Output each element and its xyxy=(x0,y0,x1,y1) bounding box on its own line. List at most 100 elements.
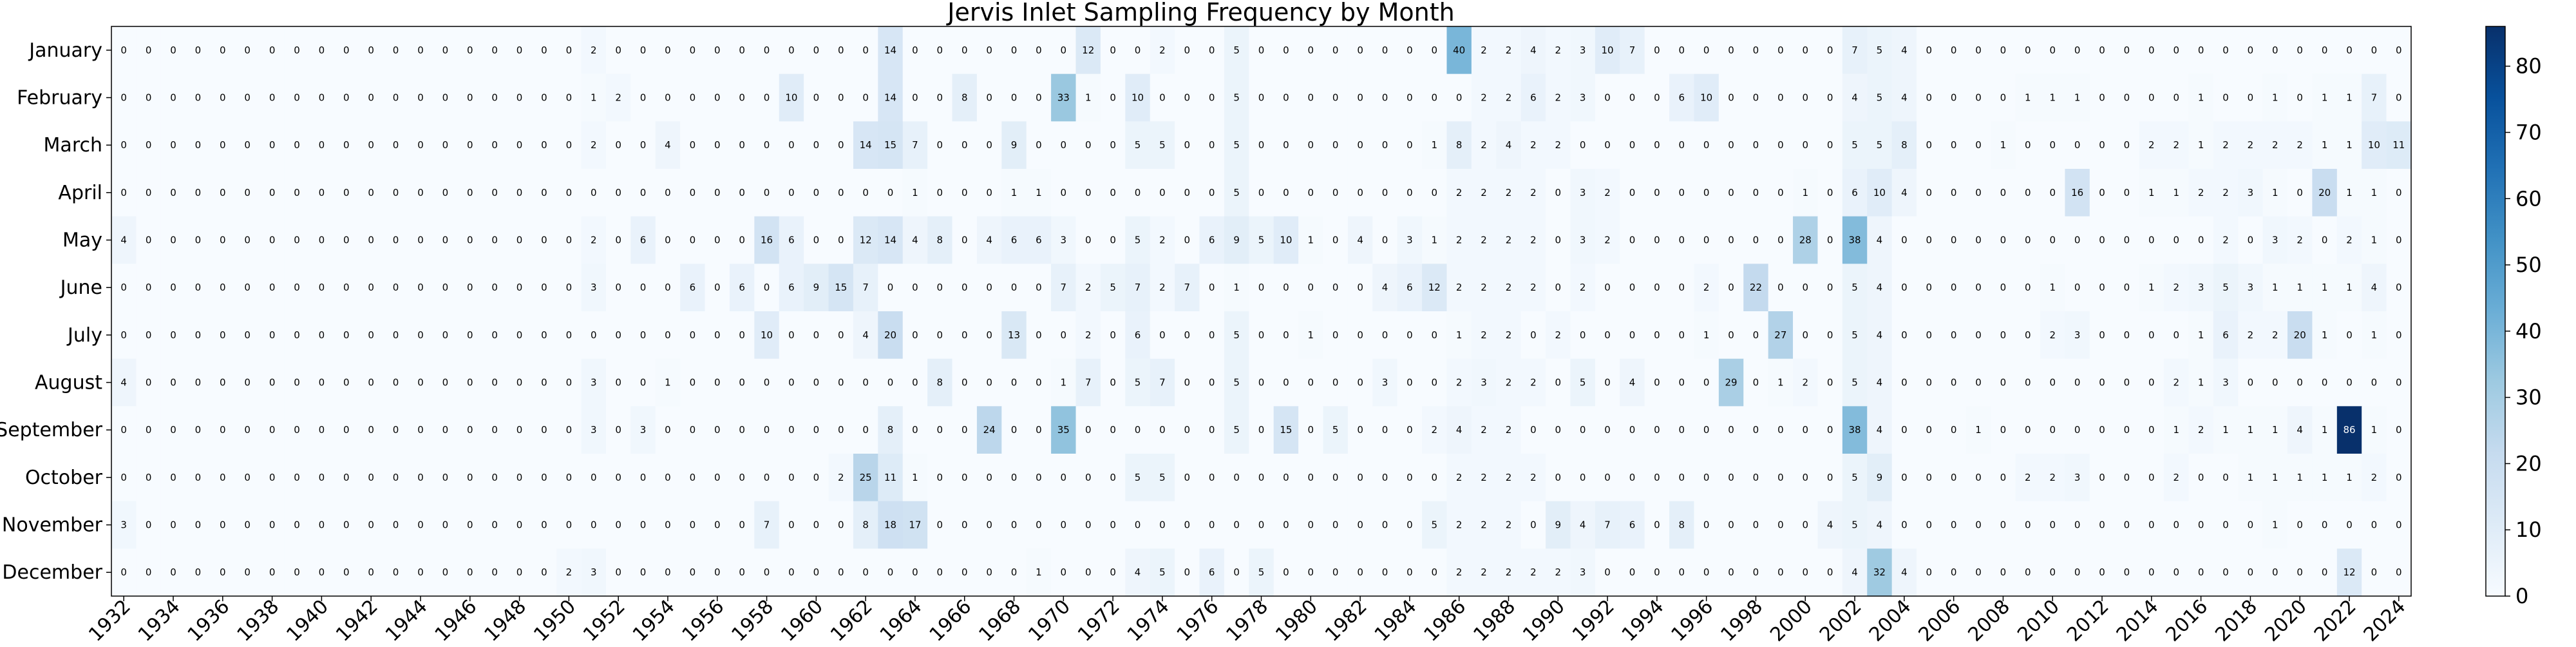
cell-value-label: 0 xyxy=(690,139,696,151)
heatmap-cell xyxy=(976,169,1002,217)
cell-value-label: 0 xyxy=(195,377,202,389)
cell-value-label: 0 xyxy=(2198,566,2204,578)
cell-value-label: 0 xyxy=(1184,139,1191,151)
heatmap-cell xyxy=(1991,406,2016,454)
cell-value-label: 8 xyxy=(937,235,943,246)
heatmap-cell xyxy=(1917,264,1942,312)
cell-value-label: 0 xyxy=(1283,92,1289,104)
x-tick-label: 1990 xyxy=(1519,595,1569,644)
heatmap-cell xyxy=(1001,169,1027,217)
cell-value-label: 0 xyxy=(1184,44,1191,56)
heatmap-cell xyxy=(507,454,533,502)
cell-value-label: 1 xyxy=(1036,566,1042,578)
heatmap-cell xyxy=(210,358,236,407)
cell-value-label: 2 xyxy=(2346,235,2353,246)
heatmap-cell xyxy=(1570,73,1596,122)
heatmap-cell xyxy=(2386,73,2412,122)
cell-value-label: 38 xyxy=(1849,424,1861,436)
heatmap-cell xyxy=(334,311,359,360)
cell-value-label: 0 xyxy=(1357,377,1363,389)
cell-value-label: 0 xyxy=(1209,44,1215,56)
heatmap-cell xyxy=(556,406,582,454)
heatmap-cell xyxy=(531,406,557,454)
cell-value-label: 0 xyxy=(343,235,350,246)
cell-value-label: 2 xyxy=(1159,235,1166,246)
cell-value-label: 6 xyxy=(1530,92,1537,104)
heatmap-cell xyxy=(1150,121,1175,169)
cell-value-label: 0 xyxy=(937,92,943,104)
cell-value-label: 5 xyxy=(1135,139,1141,151)
heatmap-cell xyxy=(433,454,459,502)
cell-value-label: 0 xyxy=(1382,187,1388,198)
cell-value-label: 0 xyxy=(541,472,547,483)
cell-value-label: 0 xyxy=(1777,472,1784,483)
cell-value-label: 0 xyxy=(690,92,696,104)
cell-value-label: 0 xyxy=(1777,566,1784,578)
heatmap-cell xyxy=(383,311,409,360)
heatmap-cell xyxy=(1941,311,1967,360)
heatmap-cell xyxy=(1891,264,1917,312)
cell-value-label: 0 xyxy=(2025,235,2031,246)
cell-value-label: 0 xyxy=(615,566,621,578)
cell-value-label: 0 xyxy=(566,139,573,151)
cell-value-label: 0 xyxy=(319,566,325,578)
cell-value-label: 0 xyxy=(714,139,721,151)
heatmap-cell xyxy=(1001,358,1027,407)
cell-value-label: 0 xyxy=(1802,329,1808,341)
heatmap-cell xyxy=(1867,169,1893,217)
cell-value-label: 10 xyxy=(785,92,797,104)
heatmap-cell xyxy=(1397,73,1423,122)
heatmap-cell xyxy=(2362,169,2387,217)
cell-value-label: 0 xyxy=(319,472,325,483)
heatmap-cell xyxy=(1422,264,1448,312)
cell-value-label: 0 xyxy=(195,139,202,151)
heatmap-cell xyxy=(1224,26,1249,75)
cell-value-label: 0 xyxy=(1530,329,1537,341)
cell-value-label: 0 xyxy=(615,139,621,151)
cell-value-label: 0 xyxy=(1406,377,1413,389)
heatmap-cell xyxy=(680,264,706,312)
cell-value-label: 0 xyxy=(591,472,597,483)
heatmap-cell xyxy=(729,454,755,502)
cell-value-label: 0 xyxy=(2074,566,2081,578)
heatmap-cell xyxy=(2262,26,2288,75)
heatmap-cell xyxy=(2188,311,2214,360)
heatmap-cell xyxy=(902,454,928,502)
cell-value-label: 5 xyxy=(1110,282,1116,293)
cell-value-label: 2 xyxy=(591,235,597,246)
heatmap-cell xyxy=(210,121,236,169)
x-tick-label: 2022 xyxy=(2310,595,2361,644)
heatmap-cell xyxy=(1100,216,1126,264)
heatmap-cell xyxy=(111,311,137,360)
cell-value-label: 0 xyxy=(2396,187,2402,198)
heatmap-cell xyxy=(1175,454,1200,502)
heatmap-cell xyxy=(2114,73,2140,122)
heatmap-cell xyxy=(531,216,557,264)
cell-value-label: 0 xyxy=(1802,566,1808,578)
cell-value-label: 2 xyxy=(1481,566,1487,578)
heatmap-cell xyxy=(2386,264,2412,312)
heatmap-cell xyxy=(1718,169,1744,217)
heatmap-cell xyxy=(457,216,483,264)
cell-value-label: 0 xyxy=(541,92,547,104)
heatmap-cell xyxy=(828,264,854,312)
cell-value-label: 2 xyxy=(2198,187,2204,198)
cell-value-label: 0 xyxy=(269,519,276,531)
heatmap-cell xyxy=(2089,454,2115,502)
cell-value-label: 0 xyxy=(2222,472,2229,483)
cell-value-label: 2 xyxy=(1506,519,1512,531)
cell-value-label: 0 xyxy=(2371,566,2378,578)
cell-value-label: 0 xyxy=(1901,424,1908,436)
cell-value-label: 9 xyxy=(1233,235,1240,246)
heatmap-cell xyxy=(1446,216,1472,264)
cell-value-label: 0 xyxy=(764,44,770,56)
heatmap-cell xyxy=(260,358,285,407)
cell-value-label: 1 xyxy=(2371,424,2378,436)
heatmap-cell xyxy=(1249,264,1274,312)
heatmap-cell xyxy=(1175,216,1200,264)
cell-value-label: 10 xyxy=(2368,139,2380,151)
heatmap-cell xyxy=(1694,406,1719,454)
heatmap-cell xyxy=(1001,454,1027,502)
cell-value-label: 1 xyxy=(2049,92,2056,104)
cell-value-label: 3 xyxy=(2248,282,2254,293)
